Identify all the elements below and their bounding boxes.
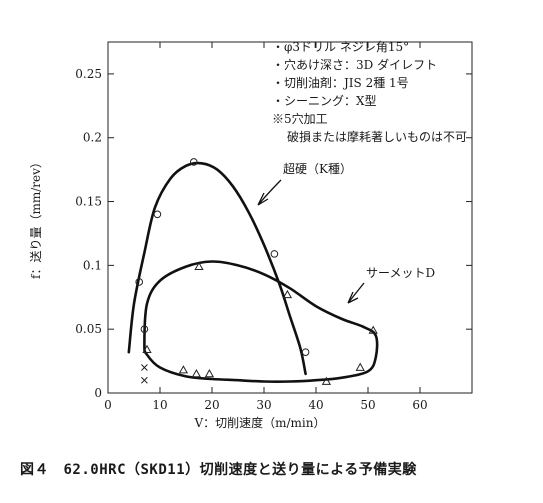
region-curves bbox=[127, 161, 379, 383]
point-triangle bbox=[355, 362, 365, 371]
point-triangle bbox=[178, 365, 189, 374]
x-tick-label: 10 bbox=[152, 398, 167, 412]
point-x bbox=[141, 364, 148, 371]
y-tick-label: 0.1 bbox=[83, 258, 102, 272]
y-tick-label: 0.25 bbox=[75, 67, 102, 81]
point-triangle bbox=[194, 261, 204, 270]
point-circle bbox=[153, 210, 162, 219]
x-axis-title: V：切削速度（m/min） bbox=[193, 415, 325, 430]
note-criterion: 破損または摩耗著しいものは不可 bbox=[287, 129, 467, 144]
x-tick-label: 30 bbox=[256, 398, 271, 412]
point-circle bbox=[140, 325, 149, 333]
y-tick-label: 0.15 bbox=[75, 195, 102, 209]
point-circle bbox=[270, 250, 279, 258]
condition-notes: ・φ3ドリル ネジレ角15° ・穴あけ深さ：3D ダイレフト ・切削油剤：JIS… bbox=[272, 40, 467, 144]
series-labels: 超硬（K種） サーメットD bbox=[257, 161, 435, 304]
point-triangle bbox=[204, 369, 215, 378]
x-tick-label: 20 bbox=[204, 398, 219, 412]
note-drill: ・φ3ドリル ネジレ角15° bbox=[272, 40, 409, 54]
x-tick-label: 40 bbox=[308, 398, 323, 412]
point-triangle bbox=[191, 369, 202, 378]
data-points bbox=[135, 158, 378, 385]
leader-arrow-carbide bbox=[257, 179, 282, 206]
carbide-boundary-curve bbox=[127, 161, 307, 376]
x-tick-label: 0 bbox=[104, 398, 112, 412]
note-depth: ・穴あけ深さ：3D ダイレフト bbox=[272, 57, 437, 72]
point-triangle bbox=[368, 325, 378, 334]
plot-frame bbox=[107, 41, 473, 394]
y-tick-label: 0 bbox=[94, 386, 102, 400]
note-coolant: ・切削油剤：JIS 2種 1号 bbox=[272, 75, 409, 90]
point-x bbox=[141, 376, 148, 384]
y-tick-label: 0.05 bbox=[75, 322, 102, 336]
cermet-boundary-curve bbox=[143, 260, 379, 383]
x-tick-label: 50 bbox=[360, 398, 375, 412]
x-tick-label: 60 bbox=[412, 398, 427, 412]
series-label-carbide: 超硬（K種） bbox=[283, 161, 352, 176]
point-triangle bbox=[142, 344, 152, 353]
y-axis-title: f：送り量（mm/rev） bbox=[28, 156, 43, 279]
point-circle bbox=[135, 278, 143, 286]
point-triangle bbox=[282, 289, 293, 299]
figure-caption: 図４ 62.0HRC（SKD11）切削速度と送り量による予備実験 bbox=[20, 461, 417, 478]
series-label-cermet: サーメットD bbox=[366, 266, 435, 280]
y-tick-label: 0.2 bbox=[83, 131, 102, 145]
point-circle bbox=[301, 348, 310, 356]
point-circle bbox=[190, 158, 198, 166]
point-triangle bbox=[321, 376, 332, 385]
note-holes: ※5穴加工 bbox=[272, 111, 328, 126]
note-thinning: ・シーニング：X型 bbox=[272, 94, 377, 108]
leader-arrow-cermet bbox=[347, 282, 365, 304]
x-axis: 0 10 20 30 40 50 60 bbox=[104, 42, 428, 412]
y-axis: 0 0.05 0.1 0.15 0.2 0.25 bbox=[75, 67, 472, 400]
plot-area bbox=[107, 41, 473, 394]
